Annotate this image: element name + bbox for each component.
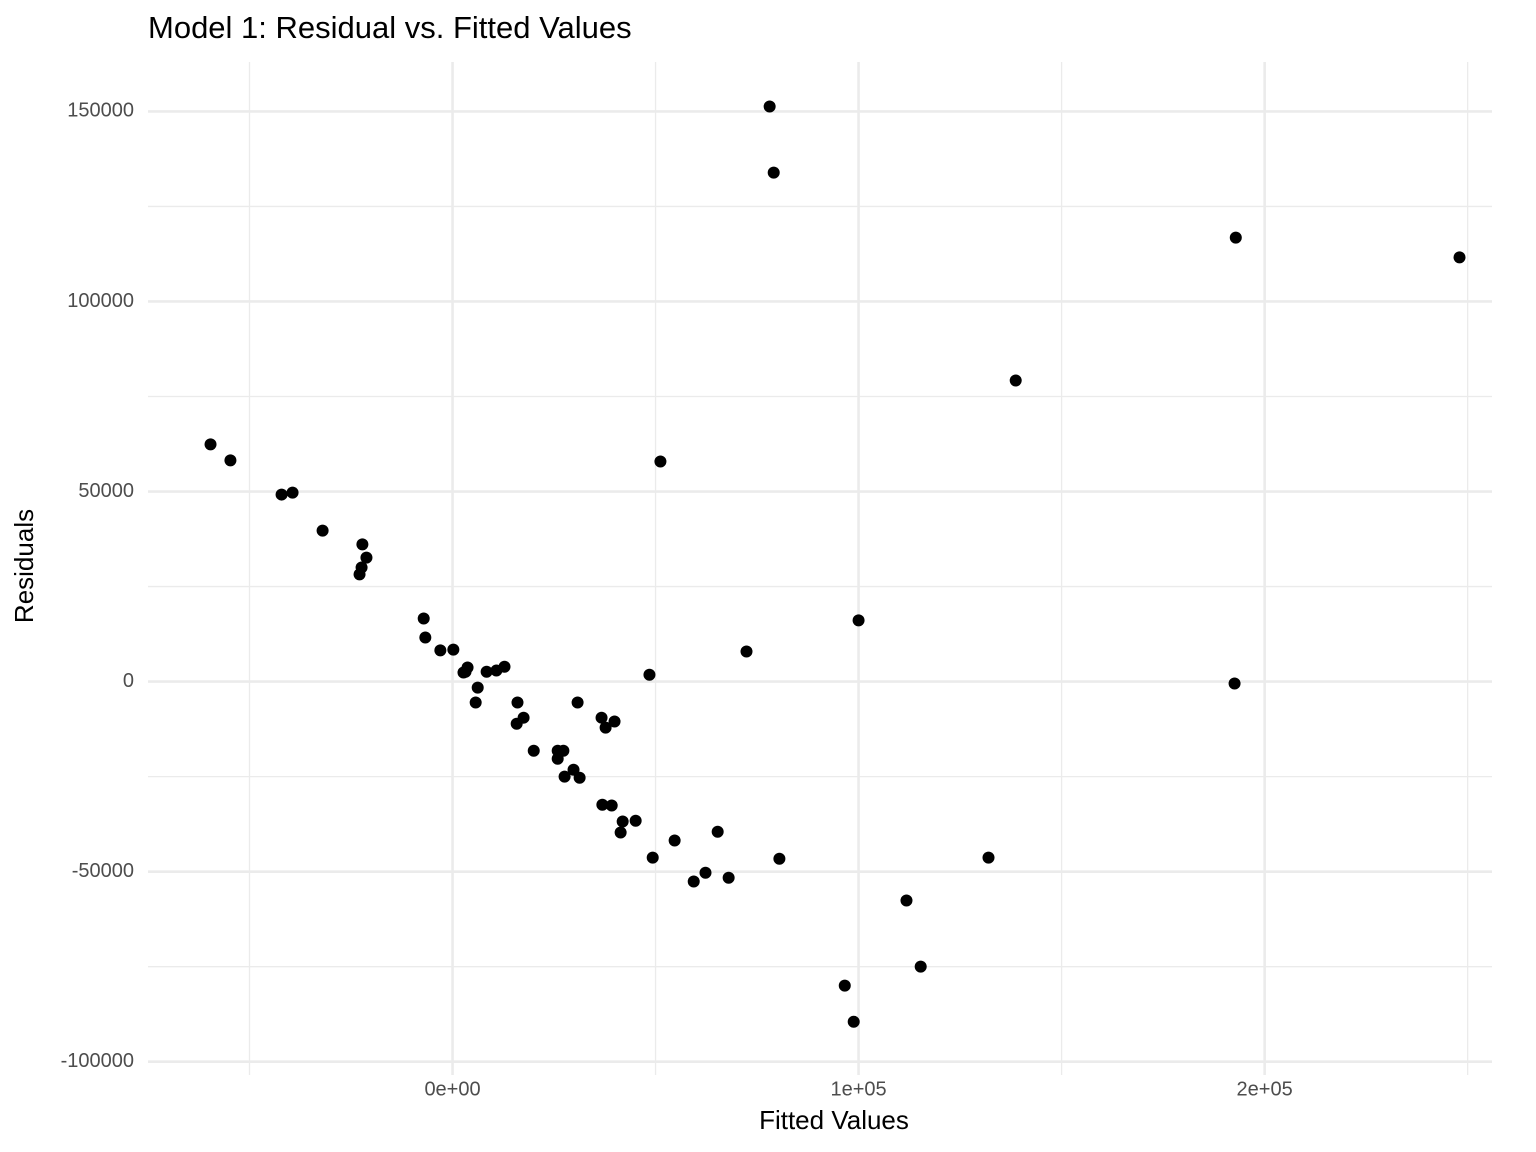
point xyxy=(914,960,927,973)
point xyxy=(687,875,700,888)
point xyxy=(722,871,735,884)
point xyxy=(573,771,586,784)
point xyxy=(275,488,288,501)
point xyxy=(711,825,724,838)
point xyxy=(668,834,681,847)
x-axis-title: Fitted Values xyxy=(759,1105,909,1135)
point xyxy=(551,752,564,765)
grid xyxy=(148,62,1492,1075)
point xyxy=(847,1015,860,1028)
point xyxy=(838,979,851,992)
point xyxy=(616,815,629,828)
point xyxy=(605,799,618,812)
x-tick-label: 1e+05 xyxy=(830,1078,886,1100)
point xyxy=(646,851,659,864)
y-axis-title: Residuals xyxy=(9,509,39,623)
point xyxy=(767,166,780,179)
points xyxy=(204,100,1466,1028)
point xyxy=(599,721,612,734)
point xyxy=(459,665,472,678)
y-tick-label: -100000 xyxy=(61,1050,134,1072)
tick-labels: 0e+00 1e+05 2e+05 -100000 -50000 0 50000 100000… xyxy=(61,100,1293,1101)
point xyxy=(434,644,447,657)
point xyxy=(740,645,753,658)
chart-title: Model 1: Residual vs. Fitted Values xyxy=(148,10,632,45)
y-tick-label: 100000 xyxy=(67,290,134,312)
point xyxy=(480,665,493,678)
point xyxy=(763,100,776,113)
point xyxy=(286,486,299,499)
point xyxy=(417,612,430,625)
point xyxy=(643,668,656,681)
point xyxy=(982,851,995,864)
x-tick-label: 0e+00 xyxy=(424,1078,480,1100)
point xyxy=(595,711,608,724)
point xyxy=(204,438,217,451)
point xyxy=(654,455,667,468)
point xyxy=(558,770,571,783)
point xyxy=(498,660,511,673)
point xyxy=(773,852,786,865)
point xyxy=(1009,374,1022,387)
point xyxy=(1228,677,1241,690)
point xyxy=(852,614,865,627)
point xyxy=(353,568,366,581)
point xyxy=(224,454,237,467)
point xyxy=(316,524,329,537)
y-tick-label: 50000 xyxy=(78,480,134,502)
point xyxy=(447,643,460,656)
y-tick-label: 0 xyxy=(123,670,134,692)
point xyxy=(629,814,642,827)
y-tick-label: 150000 xyxy=(67,100,134,122)
x-tick-label: 2e+05 xyxy=(1237,1078,1293,1100)
point xyxy=(596,798,609,811)
point xyxy=(608,715,621,728)
point xyxy=(614,826,627,839)
point xyxy=(419,631,432,644)
point xyxy=(1453,251,1466,264)
point xyxy=(511,696,524,709)
y-tick-label: -50000 xyxy=(72,860,134,882)
point xyxy=(1229,231,1242,244)
point xyxy=(571,696,584,709)
point xyxy=(469,696,482,709)
point xyxy=(360,551,373,564)
point xyxy=(517,711,530,724)
point xyxy=(527,744,540,757)
point xyxy=(699,866,712,879)
point xyxy=(900,894,913,907)
point xyxy=(356,538,369,551)
point xyxy=(471,681,484,694)
